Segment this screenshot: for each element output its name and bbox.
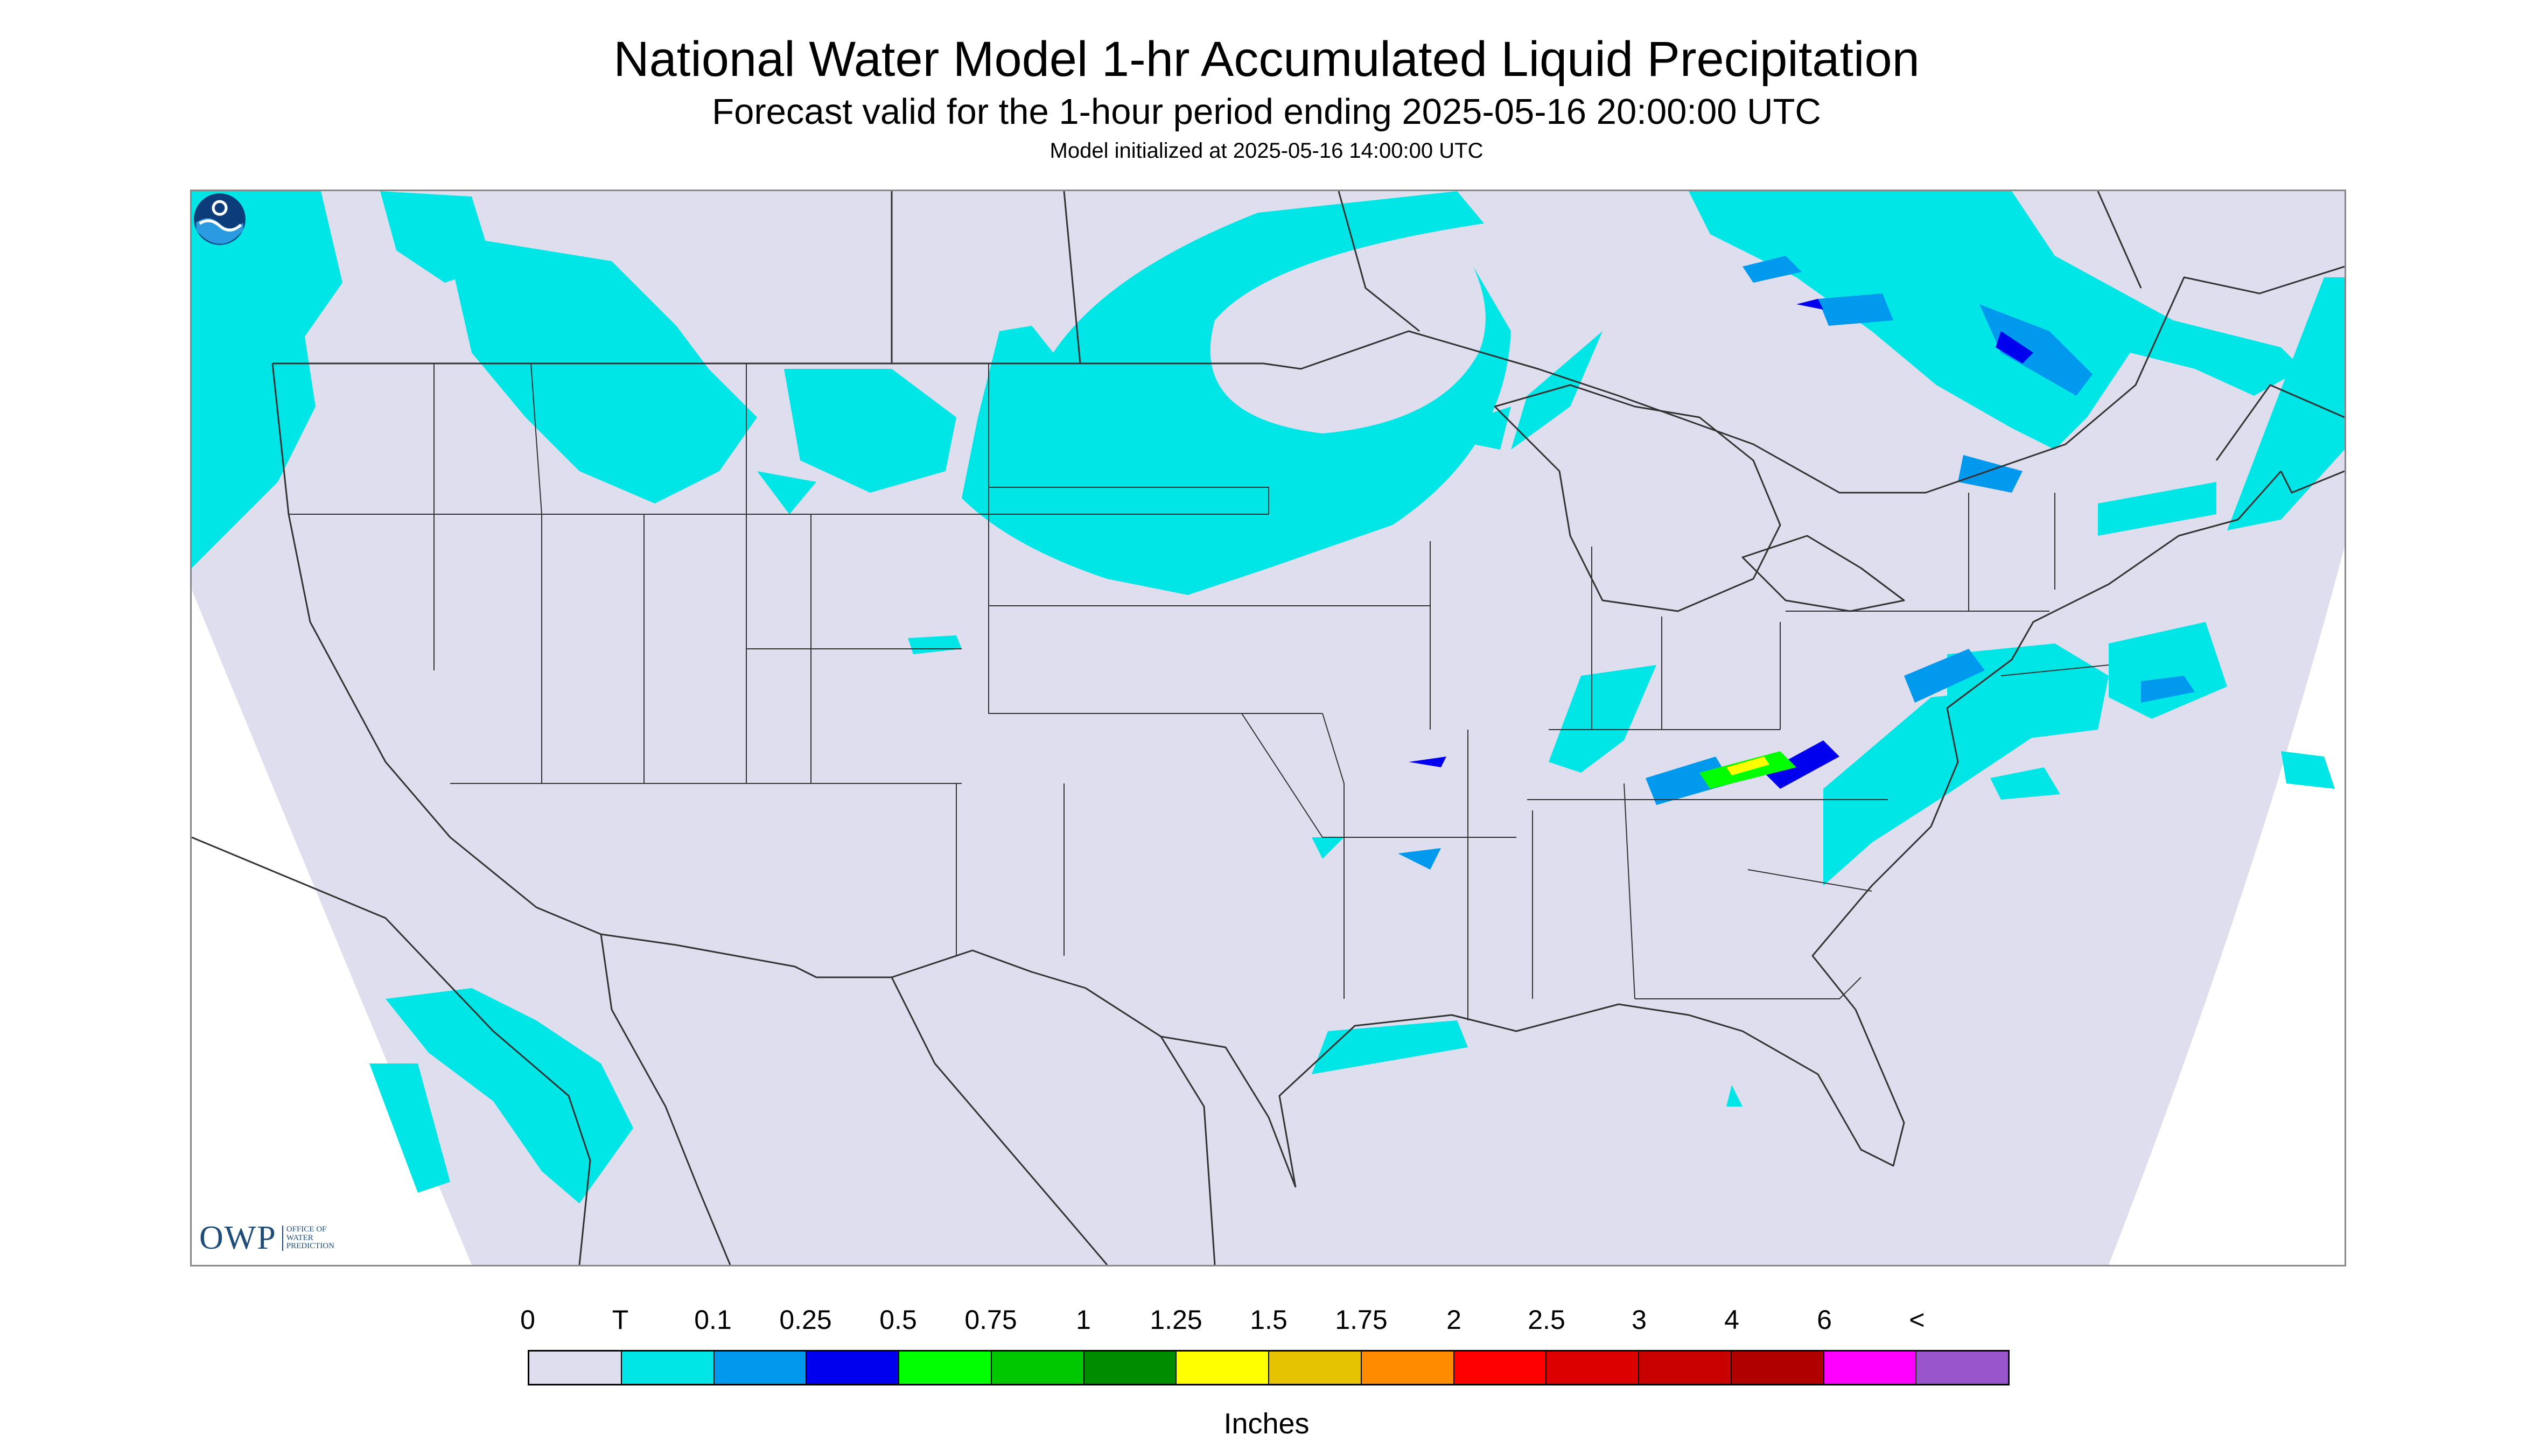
legend-tick-label: 1.25 [1150,1305,1202,1335]
gulf-coast [1278,471,2282,1188]
map-title: National Water Model 1-hr Accumulated Li… [613,32,1920,87]
legend-swatch [1547,1352,1639,1384]
legend-swatch [899,1352,992,1384]
projection-domain [192,191,2345,1265]
legend-swatch [1084,1352,1177,1384]
noaa-logo-icon [194,193,246,245]
legend-swatch [621,1352,715,1384]
legend-swatch [714,1352,807,1384]
great-lakes [1494,384,1781,612]
legend-tick-label: 3 [1632,1305,1647,1335]
model-init-time: Model initialized at 2025-05-16 14:00:00… [1049,139,1484,163]
legend-tick-label: 0.75 [964,1305,1017,1335]
legend-swatch [991,1352,1084,1384]
owp-logo: OWP OFFICE OF WATER PREDICTION [199,1219,346,1257]
legend-tick-label: 0.1 [694,1305,732,1335]
precip-quarter-areas [1409,299,2033,789]
legend-tick-label: 4 [1724,1305,1739,1335]
legend-color-bar [528,1350,2010,1385]
legend-tick-label: T [612,1305,629,1335]
map-subtitle: Forecast valid for the 1-hour period end… [712,92,1821,132]
precipitation-map: OWP OFFICE OF WATER PREDICTION [190,190,2346,1266]
legend-swatch [1916,1352,2008,1384]
legend-tick-label: 0 [520,1305,535,1335]
legend-swatch [1269,1352,1362,1384]
map-canvas [192,191,2345,1265]
legend-tick-label: < [1909,1305,1925,1335]
precip-heavy-cell [1699,751,1796,789]
us-mexico-border [600,933,1297,1188]
owp-office-text: OFFICE OF WATER PREDICTION [282,1225,346,1251]
legend-units: Inches [1223,1408,1310,1440]
precip-tenth-areas [1398,256,2195,870]
legend-tick-label: 1 [1076,1305,1091,1335]
legend-swatch [1361,1352,1454,1384]
legend-swatch [1454,1352,1547,1384]
legend-tick-label: 2.5 [1528,1305,1565,1335]
legend-swatch [1639,1352,1732,1384]
legend-swatch [1731,1352,1824,1384]
state-boundaries [289,363,2109,1020]
legend-tick-labels: 0 T 0.1 0.25 0.5 0.75 1 1.25 1.5 1.75 2 2.5 3 4 6 < [0,1306,2533,1336]
legend-tick-label: 0.25 [779,1305,832,1335]
legend-swatch [1177,1352,1269,1384]
owp-wordmark: OWP [199,1220,277,1256]
legend-swatch [807,1352,899,1384]
legend-tick-label: 0.5 [879,1305,917,1335]
legend-swatch [1824,1352,1917,1384]
legend-swatch [529,1352,622,1384]
legend-tick-label: 1.5 [1250,1305,1288,1335]
legend-tick-label: 6 [1817,1305,1832,1335]
us-canada-border [272,265,2345,494]
legend-tick-label: 1.75 [1335,1305,1388,1335]
legend-tick-label: 2 [1446,1305,1461,1335]
